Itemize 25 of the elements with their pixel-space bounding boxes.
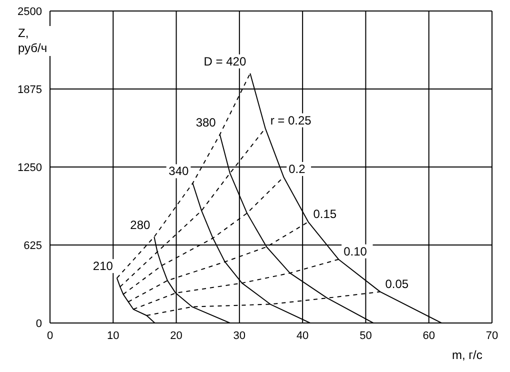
y-tick-label: 1250 (18, 162, 42, 174)
y-tick-label: 1875 (18, 84, 42, 96)
series-label: D = 420 (204, 54, 246, 68)
x-tick-label: 0 (46, 330, 54, 342)
x-tick-label: 40 (296, 330, 309, 342)
x-tick-label: 30 (233, 330, 246, 342)
series-label: 0.05 (385, 276, 409, 291)
series-label: 340 (168, 164, 190, 178)
series-label: 0.10 (344, 244, 368, 258)
y-tick-label: 0 (36, 318, 42, 330)
series-label: 0.15 (313, 206, 337, 221)
x-tick-label: 70 (486, 330, 498, 342)
series-label: 210 (92, 259, 114, 274)
x-tick-label: 20 (170, 330, 182, 342)
y-tick-label: 625 (24, 240, 42, 252)
x-tick-label: 10 (107, 330, 120, 342)
series-label: 380 (196, 116, 216, 130)
y-tick-label: 2500 (18, 6, 42, 18)
y-axis-title: Z, руб/ч (17, 26, 53, 56)
series-label: 0.2 (288, 162, 306, 176)
series-label: 280 (130, 218, 150, 232)
x-tick-label: 60 (422, 330, 435, 342)
series-label: r = 0.25 (270, 113, 312, 128)
x-tick-label: 50 (360, 330, 372, 342)
x-axis-title: m, г/с (452, 348, 482, 362)
